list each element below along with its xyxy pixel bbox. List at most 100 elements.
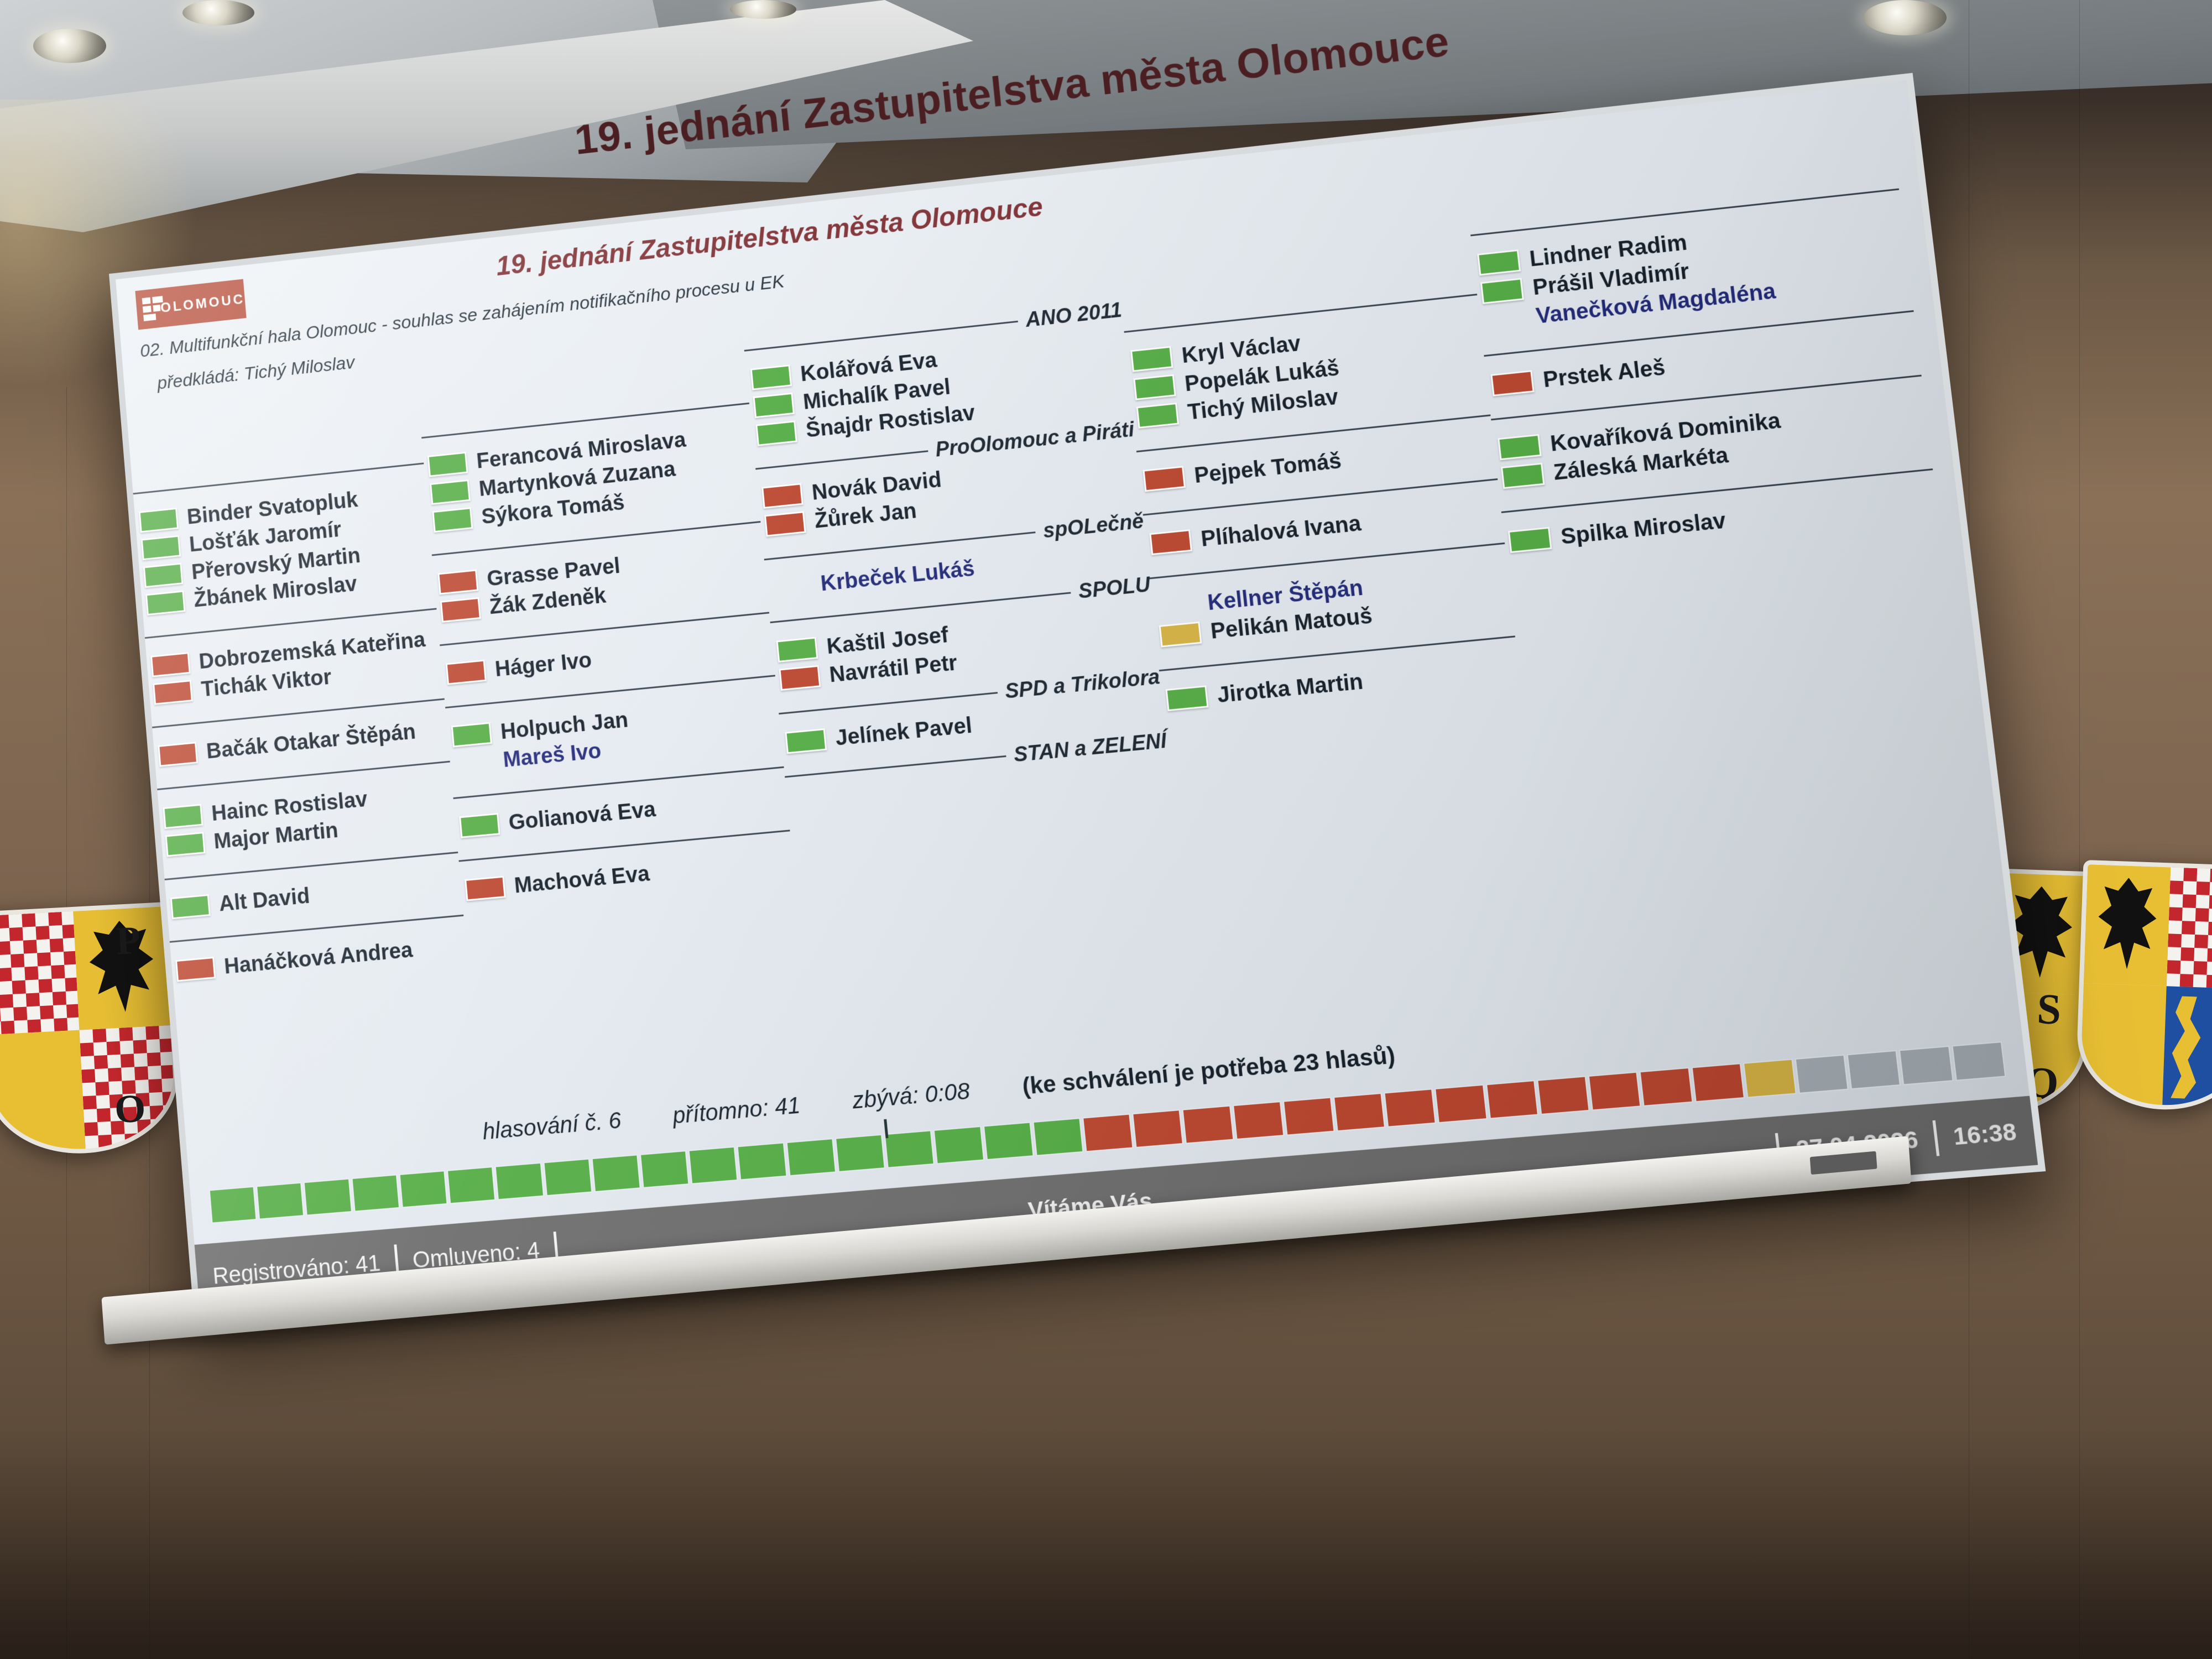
vote-indicator-no [150,652,191,677]
vote-indicator-yes [755,420,797,446]
vote-indicator-yes [170,894,211,920]
party-header [1157,620,1517,686]
party-members: Kellner Štěpán Pelikán Matouš [1151,559,1513,651]
tally-cell-empty [1846,1050,1901,1090]
member-row[interactable]: Prstek Aleš [1490,327,1919,400]
party-members: Prstek Aleš [1486,327,1919,400]
footer-divider [1932,1120,1939,1156]
vote-indicator-yes [753,392,795,419]
vote-indicator-abstain [1159,621,1202,648]
party-rule [779,691,998,714]
party-name: STAN a ZELENÍ [1013,729,1168,767]
tally-cell-no [1384,1088,1437,1128]
banner-title: 19. jednání Zastupitelstva města Olomouc… [572,17,1452,164]
vote-indicator-yes [140,535,181,561]
vote-column: Binder Svatopluk Lošťák Jaromír Přerovský … [132,448,480,1131]
party-name: SPOLU [1077,572,1152,603]
projection-screen: 19. jednání Zastupitelstva města Olomouc… [109,17,2046,1318]
tally-cell-no [1232,1101,1285,1140]
quorum-note: (ke schválení je potřeba 23 hlasů) [1021,1041,1397,1099]
vote-indicator-no [761,483,804,509]
member-name: Jirotka Martin [1216,669,1364,707]
party-group: Kovaříková Dominika Záleská Markéta [1489,359,1931,493]
tally-cell-no [1434,1084,1488,1124]
tally-cell-empty [1899,1045,1954,1086]
tally-cell-no [1537,1076,1590,1115]
tally-cell-yes [256,1182,305,1220]
vote-indicator-yes [785,728,827,754]
vote-indicator-no [153,680,193,705]
member-row[interactable]: Kellner Štěpán [1156,559,1510,622]
member-name: Spilka Miroslav [1559,508,1727,549]
tally-cell-yes [834,1134,885,1173]
member-name: Alt David [218,883,311,916]
vote-indicator-absent [770,574,812,599]
tally-cell-yes [933,1125,984,1165]
vote-indicator-no [158,742,198,767]
vote-indicator-yes [430,479,471,505]
tally-cell-no [1588,1071,1641,1111]
vote-indicator-yes [163,804,204,830]
member-row[interactable]: Záleská Markéta [1500,420,1930,492]
member-name: Pejpek Tomáš [1193,448,1343,488]
party-rule [1142,478,1498,516]
member-name: Plíhalová Ivana [1199,510,1363,551]
downlight-icon [1864,0,1947,35]
tally-cell-yes [447,1166,496,1204]
tally-cell-yes [688,1146,738,1185]
member-row[interactable]: Vanečková Magdaléna [1483,263,1911,336]
member-row[interactable]: Kovaříková Dominika [1498,392,1927,463]
present-count-label: přítomno: 41 [671,1092,802,1129]
member-row[interactable]: Jirotka Martin [1165,653,1520,715]
slide-title: 19. jednání Zastupitelstva města Olomouc… [494,191,1045,281]
vote-indicator-no [1142,466,1186,492]
vote-indicator-yes [145,590,186,615]
vote-indicator-no [440,597,481,623]
member-row[interactable]: Spilka Miroslav [1507,485,1938,556]
member-row[interactable]: Plíhalová Ivana [1149,495,1503,559]
vote-indicator-yes [138,507,179,533]
tally-cell-yes [543,1158,593,1197]
member-name: Lindner Radim [1528,229,1688,272]
tally-cell-no [1485,1080,1539,1119]
tally-cell-yes [786,1138,836,1177]
member-row[interactable]: Pejpek Tomáš [1142,431,1495,495]
party-name: SPD a Trikolora [1004,665,1161,703]
member-row[interactable]: Pelikán Matouš [1159,588,1513,651]
vote-indicator-yes [1500,462,1545,489]
tally-cell-abstain [1743,1058,1797,1098]
member-row[interactable]: Lindner Radim [1477,205,1904,279]
party-header [1489,359,1923,435]
vote-indicator-yes [432,507,473,533]
member-name: Záleská Markéta [1552,442,1730,485]
vote-indicator-yes [1165,685,1209,712]
party-group: Plíhalová Ivana [1141,463,1503,559]
party-members: Kovaříková Dominika Záleská Markéta [1493,392,1930,493]
tally-cell-yes [399,1170,448,1208]
vote-column: Lindner Radim Prášil Vladimír Vanečková Ma… [1469,173,1994,1014]
vote-indicator-yes [1480,278,1524,305]
member-row[interactable]: Prášil Vladimír [1480,234,1908,307]
vote-indicator-absent [1156,593,1199,619]
vote-indicator-no [445,659,487,685]
vote-column: ANO 2011 Kolářová Eva Michalík Pavel Šnajdr… [743,294,1198,1077]
party-members: Jirotka Martin [1161,653,1520,715]
vote-indicator-yes [1477,249,1521,276]
vote-indicator-no [175,957,216,982]
party-group: Jirotka Martin [1157,620,1520,715]
party-rule [755,450,928,469]
olomouc-mark-icon [141,296,163,322]
member-name: Kellner Štěpán [1206,575,1364,615]
tally-cell-yes [351,1174,400,1212]
voting-slide: 19. jednání Zastupitelstva města Olomouc… [116,17,2038,1311]
quorum-marker [884,1119,889,1139]
party-rule [1484,310,1914,357]
presenter-text: předkládá: Tichý Miloslav [156,352,356,394]
remaining-time-label: zbývá: 0:08 [851,1077,971,1114]
tally-cell-yes [1032,1118,1084,1156]
member-name: Prášil Vladimír [1531,258,1691,300]
vote-indicator-yes [776,637,818,662]
vote-indicator-absent [453,750,494,775]
party-header [1500,453,1935,528]
